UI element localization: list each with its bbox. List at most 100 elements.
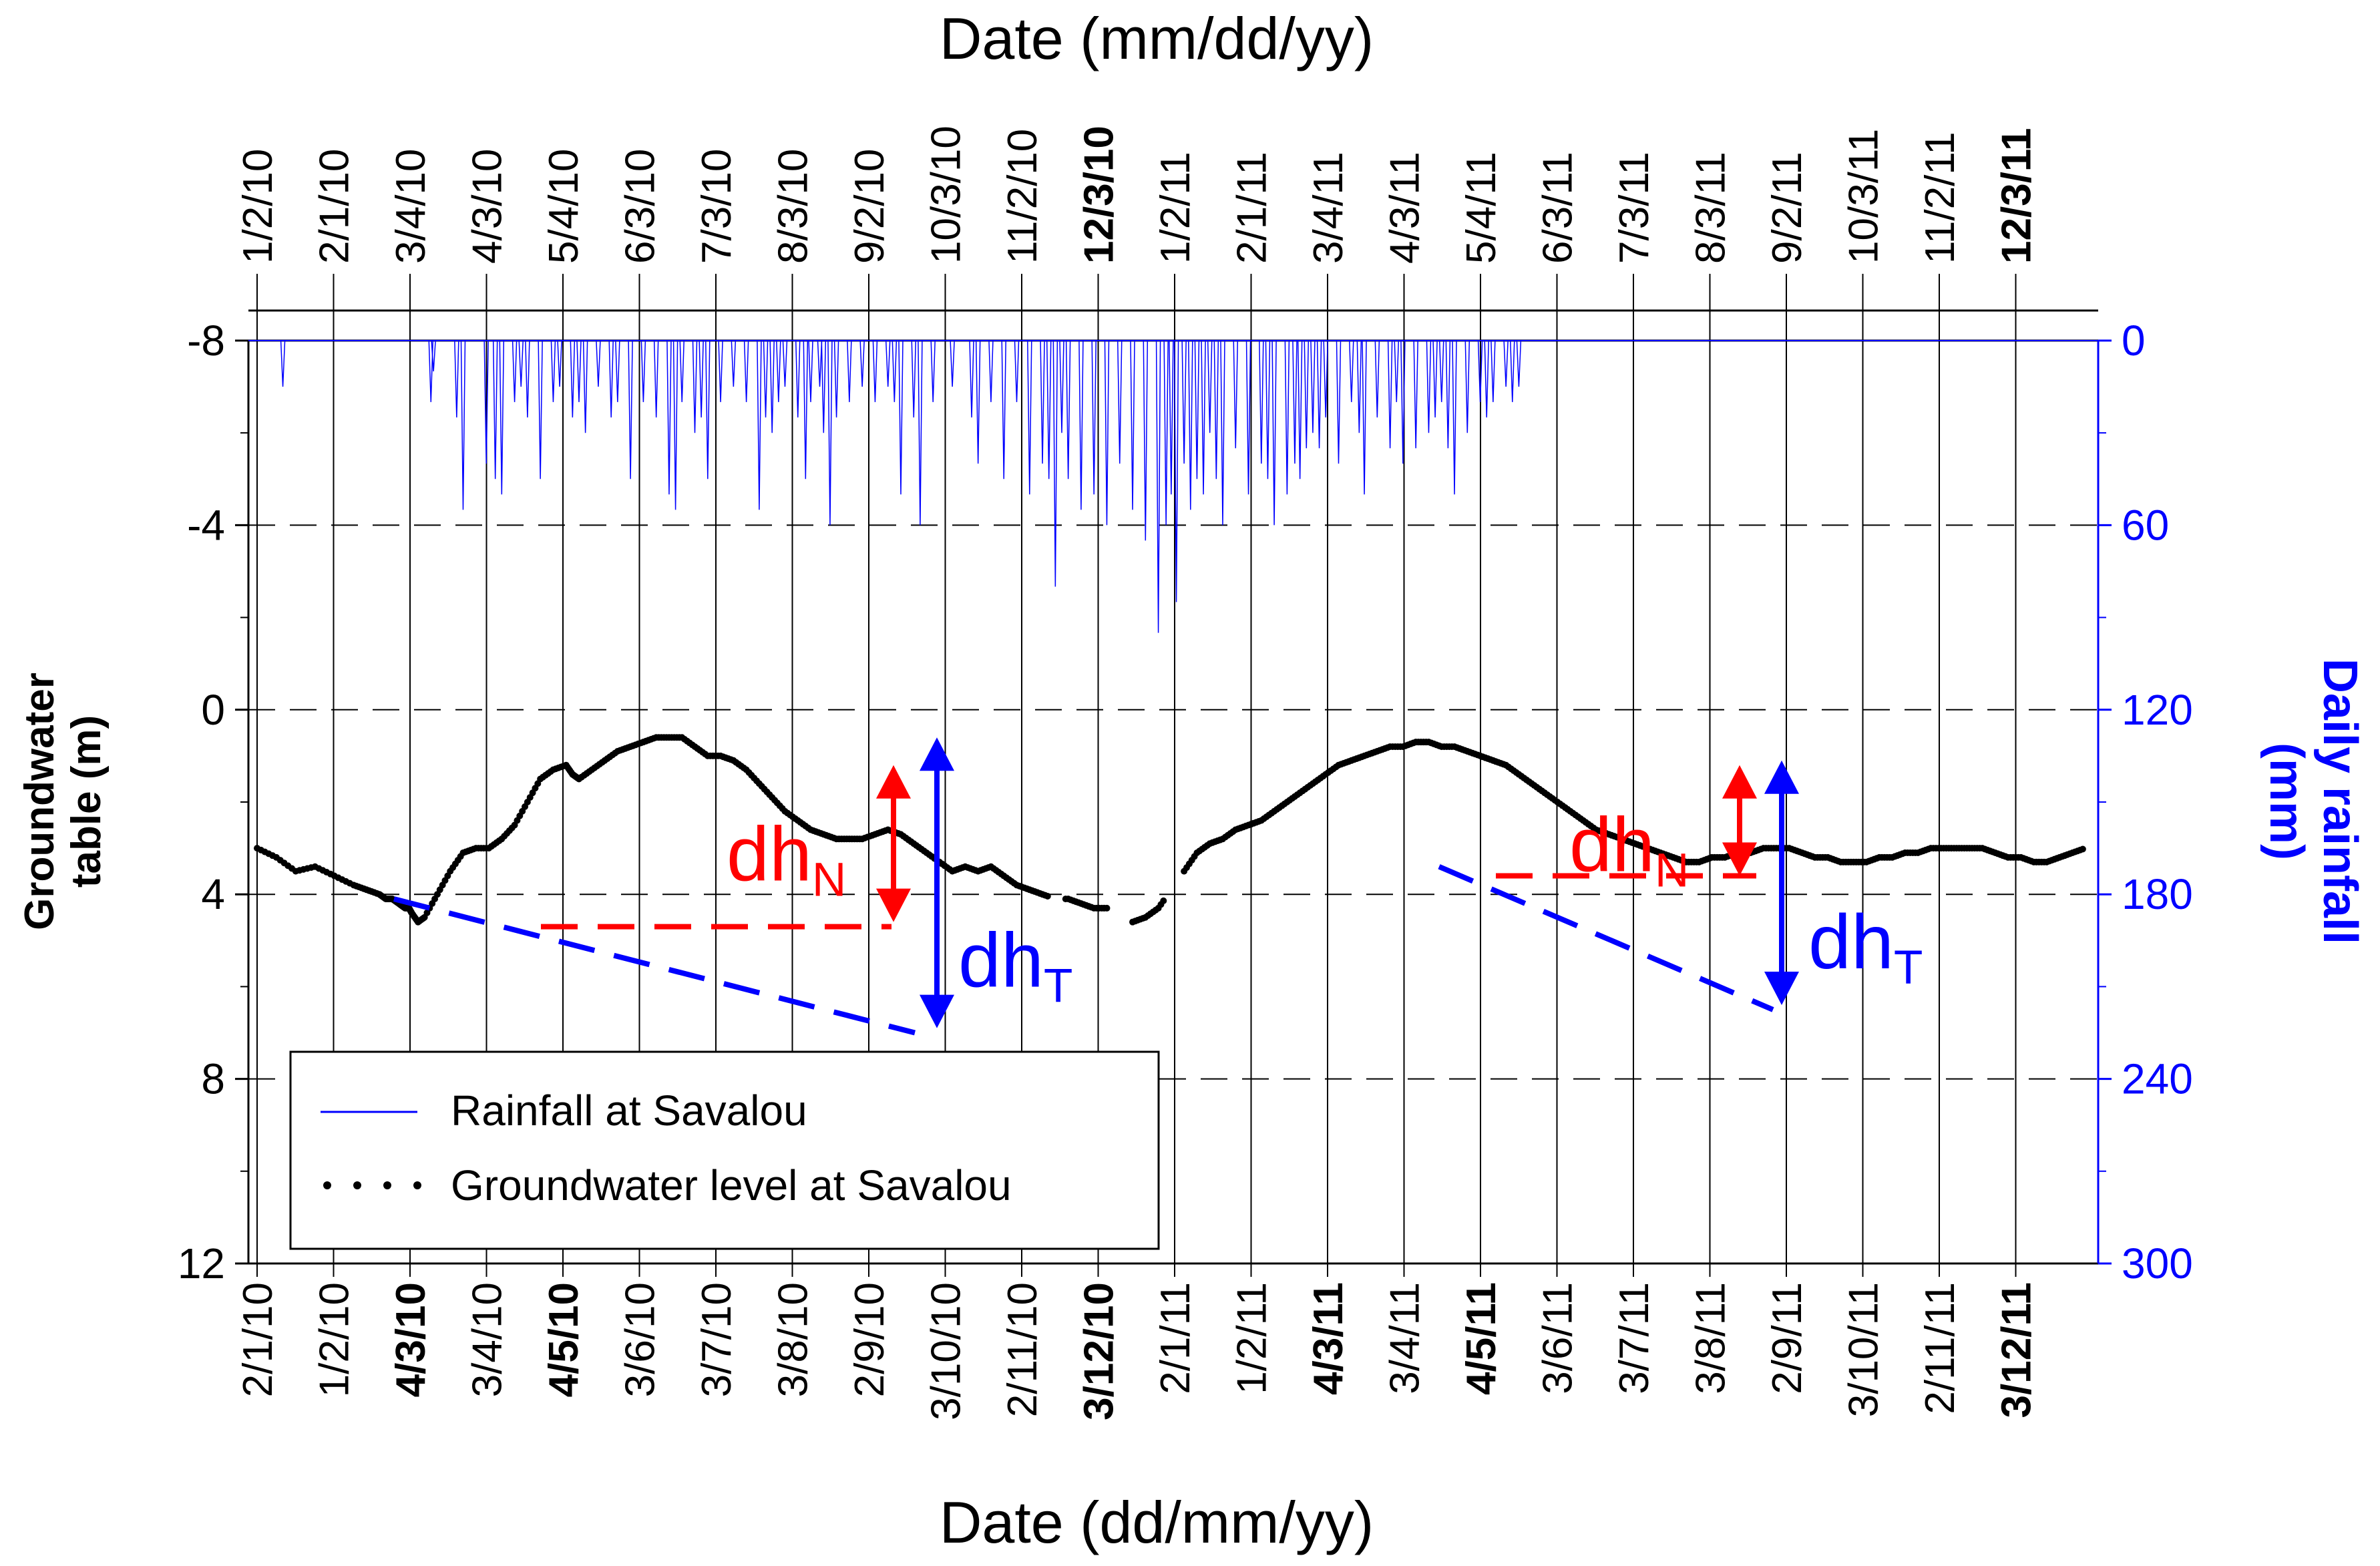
bottom-tick-label: 3/8/10: [771, 1282, 817, 1397]
right-axis-title-line2: (mm): [2260, 743, 2313, 860]
rainfall-spike: [576, 340, 582, 403]
rainfall-spike: [1413, 340, 1418, 449]
rainfall-spike: [1046, 340, 1052, 479]
rainfall-spike: [1516, 340, 1522, 387]
rainfall-spike: [1001, 340, 1006, 479]
rainfall-spike: [1259, 340, 1264, 464]
rainfall-spike: [1374, 340, 1380, 418]
rainfall-spike: [570, 340, 576, 418]
rainfall-spike: [1510, 340, 1515, 403]
rainfall-spike: [1438, 340, 1444, 403]
rainfall-spike: [1426, 340, 1432, 433]
rainfall-spike: [460, 340, 466, 510]
rainfall-spike: [1464, 340, 1470, 433]
annotation-arrow-head: [1764, 972, 1799, 1006]
rainfall-spike: [699, 340, 704, 418]
annotation-label: dhN: [1569, 803, 1689, 898]
top-tick-label: 5/4/10: [541, 149, 587, 264]
rainfall-spike: [975, 340, 981, 464]
annotation-label: dhT: [958, 918, 1072, 1012]
left-tick-label: 0: [201, 686, 225, 734]
top-tick-label: 1/2/10: [235, 149, 281, 264]
groundwater-point: [2079, 845, 2086, 853]
rainfall-spike: [988, 340, 994, 403]
right-tick-label: 120: [2122, 686, 2193, 734]
rainfall-spike: [640, 340, 646, 403]
rainfall-spike: [1362, 340, 1367, 495]
rainfall-spike: [1452, 340, 1457, 495]
rainfall-spike: [1297, 340, 1303, 479]
rainfall-spike: [763, 340, 769, 418]
right-axis-title-line1: Daily rainfall: [2313, 658, 2367, 944]
top-tick-label: 2/1/10: [312, 149, 358, 264]
annotation-subscript: N: [1655, 844, 1690, 898]
rainfall-spike: [483, 340, 489, 464]
top-tick-label: 5/4/11: [1458, 152, 1505, 264]
groundwater-point: [1103, 904, 1111, 912]
top-tick-label: 9/2/11: [1764, 152, 1810, 264]
rainfall-spike: [705, 340, 711, 479]
bottom-tick-label: 3/4/11: [1382, 1282, 1428, 1394]
top-tick-label: 1/2/11: [1153, 152, 1199, 264]
rainfall-spike: [795, 340, 801, 418]
bottom-tick-label: 3/10/10: [924, 1282, 970, 1420]
rainfall-spike: [827, 340, 833, 526]
top-tick-label: 8/3/11: [1688, 152, 1734, 264]
rainfall-spike: [776, 340, 781, 403]
left-tick-label: -8: [187, 317, 225, 365]
bottom-tick-label: 2/9/10: [847, 1282, 893, 1397]
rainfall-spike: [550, 340, 556, 403]
rainfall-spike: [1304, 340, 1310, 449]
rainfall-spike: [847, 340, 852, 403]
left-axis-title-line2: table (m): [63, 715, 110, 888]
rainfall-spike: [885, 340, 891, 387]
rainfall-spike: [718, 340, 723, 403]
top-tick-label: 2/1/11: [1229, 152, 1275, 264]
bottom-tick-label: 2/11/10: [1000, 1282, 1046, 1417]
right-axis-ticks: 0 60 120 180 240 300: [2097, 317, 2193, 1288]
rainfall-spike: [492, 340, 498, 479]
rainfall-spike: [615, 340, 620, 403]
top-tick-label: 12/3/11: [1994, 128, 2040, 264]
bottom-axis-title: Date (dd/mm/yy): [940, 1489, 1374, 1555]
top-tick-label: 12/3/10: [1076, 126, 1123, 264]
bottom-tick-label: 3/12/11: [1994, 1282, 2040, 1418]
rainfall-spike: [821, 340, 827, 433]
rainfall-spike: [280, 340, 286, 387]
right-tick-label: 180: [2122, 870, 2193, 918]
rainfall-spike: [1316, 340, 1322, 449]
rainfall-spike: [512, 340, 518, 403]
rainfall-spike: [1188, 340, 1193, 510]
top-tick-label: 9/2/10: [847, 149, 893, 264]
rainfall-spike: [1233, 340, 1239, 449]
left-tick-label: -4: [187, 501, 225, 549]
top-tick-label: 10/3/10: [924, 126, 970, 264]
rainfall-spike: [872, 340, 878, 403]
annotation-arrow-head: [1722, 842, 1757, 876]
rainfall-spike: [692, 340, 698, 433]
rainfall-spike: [1432, 340, 1438, 418]
left-axis-title-line1: Groundwater: [17, 672, 63, 930]
bottom-tick-label: 3/7/11: [1611, 1282, 1657, 1394]
rainfall-spike: [1130, 340, 1135, 510]
bottom-tick-label: 2/11/11: [1917, 1282, 1963, 1414]
rainfall-spike: [1163, 340, 1169, 526]
right-tick-label: 240: [2122, 1055, 2193, 1103]
rainfall-spike: [1310, 340, 1316, 433]
bottom-tick-label: 2/1/11: [1153, 1282, 1199, 1394]
annotation-arrow-head: [876, 888, 911, 922]
left-tick-label: 8: [201, 1055, 225, 1103]
bottom-tick-label: 4/5/10: [541, 1282, 587, 1397]
rainfall-spike: [1201, 340, 1206, 495]
annotation-subscript: T: [1044, 959, 1073, 1012]
annotation-label: dhN: [727, 811, 846, 906]
rainfall-spike: [1207, 340, 1213, 433]
rainfall-spike: [833, 340, 839, 418]
rainfall-spike: [672, 340, 678, 510]
rainfall-spike: [731, 340, 737, 387]
rainfall-spike: [859, 340, 865, 387]
rainfall-spike: [1265, 340, 1271, 479]
rainfall-spike: [911, 340, 917, 418]
rainfall-spike: [499, 340, 505, 495]
rainfall-spike: [1052, 340, 1058, 587]
